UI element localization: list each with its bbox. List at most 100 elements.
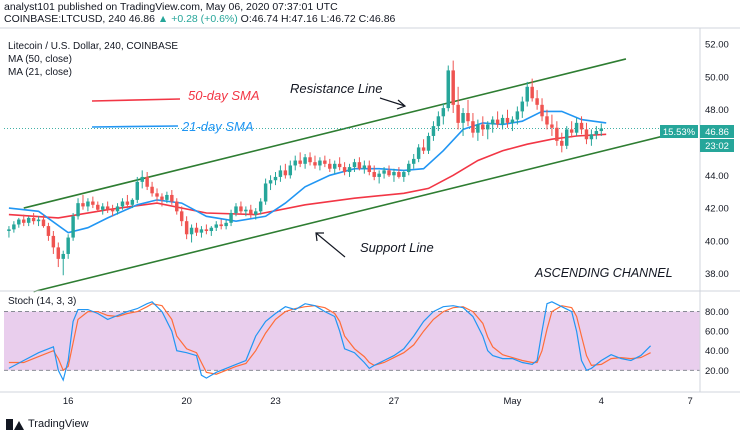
support-arrowhead bbox=[315, 232, 324, 242]
support-line bbox=[33, 133, 671, 293]
resistance-line bbox=[23, 58, 627, 209]
candle-body bbox=[214, 224, 218, 228]
sma50-pointer bbox=[91, 98, 181, 102]
candle-body bbox=[130, 199, 135, 205]
candle-body bbox=[431, 126, 436, 136]
candle-body bbox=[86, 201, 90, 207]
candle-body bbox=[120, 201, 125, 207]
candle-body bbox=[105, 206, 110, 210]
candle-body bbox=[66, 237, 70, 254]
candle-body bbox=[115, 206, 120, 212]
candle-body bbox=[41, 219, 46, 227]
candle-body bbox=[540, 104, 544, 117]
last-price-tag: 46.86 bbox=[705, 127, 729, 138]
ohlc-values: O:46.74 H:47.16 L:46.72 C:46.86 bbox=[240, 13, 396, 25]
candle-body bbox=[456, 104, 460, 123]
countdown-tag-bg bbox=[700, 139, 734, 152]
candle-body bbox=[372, 172, 376, 177]
stoch-tick-label: 60.00 bbox=[705, 327, 729, 338]
price-tick-label: 42.00 bbox=[705, 204, 729, 215]
sma21-annotation: 21-day SMA bbox=[181, 119, 254, 134]
last-price-tag-bg bbox=[700, 125, 734, 138]
candle-body bbox=[490, 119, 495, 125]
candle-body bbox=[323, 160, 327, 164]
candle-body bbox=[446, 70, 450, 109]
candle-body bbox=[22, 219, 26, 223]
stoch-tick-label: 20.00 bbox=[705, 366, 729, 377]
stoch-d-line bbox=[8, 303, 651, 375]
ma50-legend[interactable]: MA (50, close) bbox=[8, 54, 72, 65]
candle-body bbox=[36, 219, 41, 222]
tradingview-icon bbox=[6, 418, 24, 430]
candle-body bbox=[436, 116, 441, 127]
candle-body bbox=[332, 163, 337, 169]
candle-body bbox=[26, 217, 31, 223]
price-tick-label: 40.00 bbox=[705, 236, 729, 247]
resistance-annotation: Resistance Line bbox=[290, 81, 383, 96]
candle-body bbox=[184, 221, 189, 235]
time-tick-label: 7 bbox=[687, 396, 692, 407]
candle-body bbox=[194, 227, 199, 233]
candle-body bbox=[387, 170, 391, 176]
candle-body bbox=[416, 147, 421, 159]
candle-body bbox=[135, 181, 140, 200]
main-pane bbox=[4, 58, 700, 293]
price-tick-label: 50.00 bbox=[705, 72, 729, 83]
time-tick-label: 27 bbox=[389, 396, 400, 407]
tradingview-logo[interactable]: TradingView bbox=[6, 418, 89, 430]
candle-body bbox=[486, 124, 490, 130]
candle-body bbox=[283, 170, 288, 176]
candle-body bbox=[560, 140, 564, 146]
candle-body bbox=[175, 201, 179, 212]
candle-body bbox=[594, 131, 599, 135]
candle-body bbox=[110, 209, 115, 212]
support-arrow bbox=[315, 232, 346, 258]
stoch-tick-label: 40.00 bbox=[705, 346, 729, 357]
candle-body bbox=[263, 183, 268, 202]
candle-body bbox=[51, 235, 56, 248]
pct-tag-bg bbox=[660, 125, 698, 138]
candle-body bbox=[347, 167, 352, 173]
ma50-line bbox=[8, 133, 607, 219]
candle-body bbox=[46, 226, 51, 236]
candle-body bbox=[466, 113, 470, 122]
candle-body bbox=[342, 167, 347, 173]
candle-body bbox=[481, 124, 485, 130]
last-price: 46.86 bbox=[128, 13, 155, 25]
resistance-arrowhead bbox=[396, 99, 407, 110]
candle-body bbox=[313, 162, 317, 166]
candle-body bbox=[12, 224, 16, 230]
price-tick-label: 44.00 bbox=[705, 171, 729, 182]
price-tags: 15.53% 46.86 23:02 bbox=[660, 125, 734, 152]
candle-body bbox=[150, 186, 154, 194]
stoch-legend[interactable]: Stoch (14, 3, 3) bbox=[8, 296, 77, 307]
candle-body bbox=[31, 217, 36, 222]
candle-body bbox=[505, 117, 510, 123]
candle-body bbox=[165, 194, 169, 200]
ma21-legend[interactable]: MA (21, close) bbox=[8, 67, 72, 78]
candle-body bbox=[293, 160, 297, 166]
candle-body bbox=[234, 206, 238, 213]
support-annotation: Support Line bbox=[360, 240, 434, 255]
candle-body bbox=[357, 162, 362, 169]
candle-body bbox=[564, 129, 569, 146]
candle-body bbox=[229, 212, 233, 223]
candle-body bbox=[249, 209, 253, 215]
candle-body bbox=[392, 172, 396, 176]
candle-body bbox=[426, 135, 431, 151]
candle-body bbox=[268, 180, 273, 184]
stoch-k-line bbox=[8, 301, 652, 382]
price-tick-label: 38.00 bbox=[705, 269, 729, 280]
sma21-pointer bbox=[91, 125, 179, 128]
candle-body bbox=[100, 206, 105, 210]
candle-body bbox=[189, 227, 194, 235]
candle-body bbox=[155, 193, 159, 197]
candle-body bbox=[599, 128, 604, 132]
candle-body bbox=[421, 147, 426, 151]
candle-body bbox=[589, 134, 594, 140]
stoch-tick-label: 80.00 bbox=[705, 307, 729, 318]
candle-body bbox=[278, 170, 283, 177]
time-tick-label: 20 bbox=[181, 396, 192, 407]
candle-body bbox=[179, 211, 184, 222]
